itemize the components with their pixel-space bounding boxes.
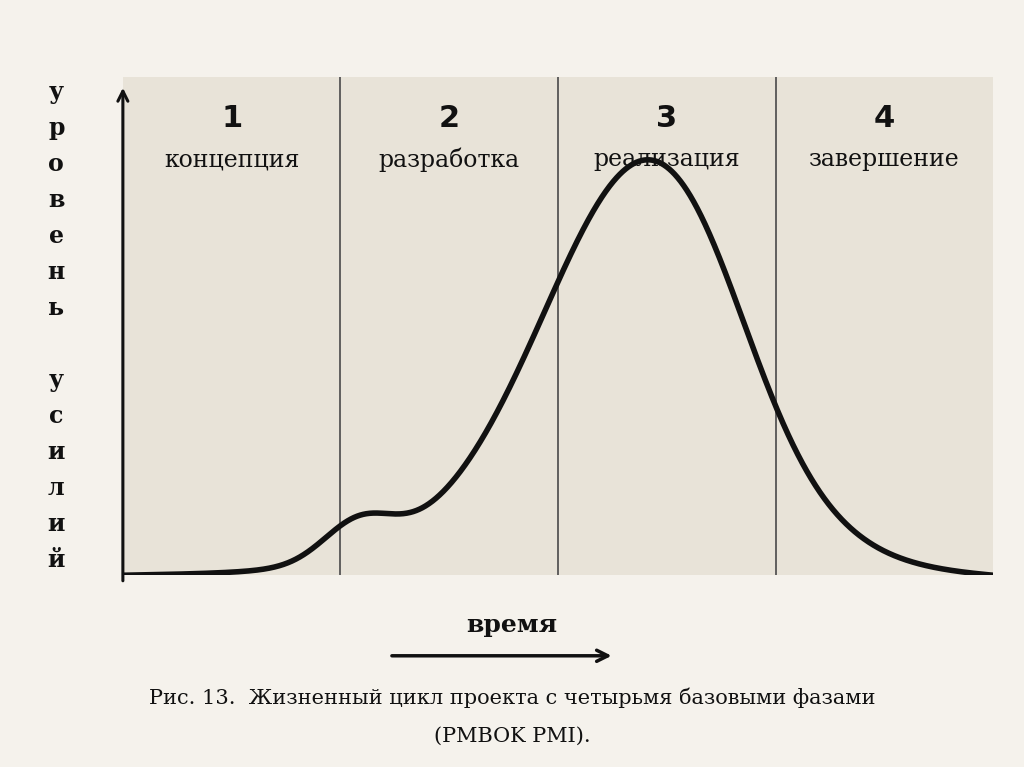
Text: и: и (48, 512, 65, 536)
Text: реализация: реализация (594, 148, 740, 171)
Text: р: р (48, 116, 65, 140)
Text: 1: 1 (221, 104, 243, 133)
Text: о: о (48, 152, 65, 176)
Text: е: е (49, 224, 63, 248)
Text: концепция: концепция (164, 148, 299, 171)
Text: ь: ь (48, 296, 65, 320)
Text: л: л (48, 476, 65, 500)
Text: й: й (48, 548, 65, 572)
Text: 4: 4 (873, 104, 895, 133)
Text: в: в (48, 188, 65, 212)
Text: разработка: разработка (379, 147, 520, 172)
Text: с: с (49, 404, 63, 428)
Text: 3: 3 (656, 104, 678, 133)
Text: и: и (48, 440, 65, 464)
Text: Рис. 13.  Жизненный цикл проекта с четырьмя базовыми фазами: Рис. 13. Жизненный цикл проекта с четырь… (148, 688, 876, 708)
Text: у: у (49, 80, 63, 104)
Text: (PMBOK PMI).: (PMBOK PMI). (434, 727, 590, 746)
Text: время: время (467, 613, 557, 637)
Text: у: у (49, 368, 63, 392)
Text: 2: 2 (438, 104, 460, 133)
Text: завершение: завершение (809, 148, 959, 171)
Text: н: н (48, 260, 65, 284)
